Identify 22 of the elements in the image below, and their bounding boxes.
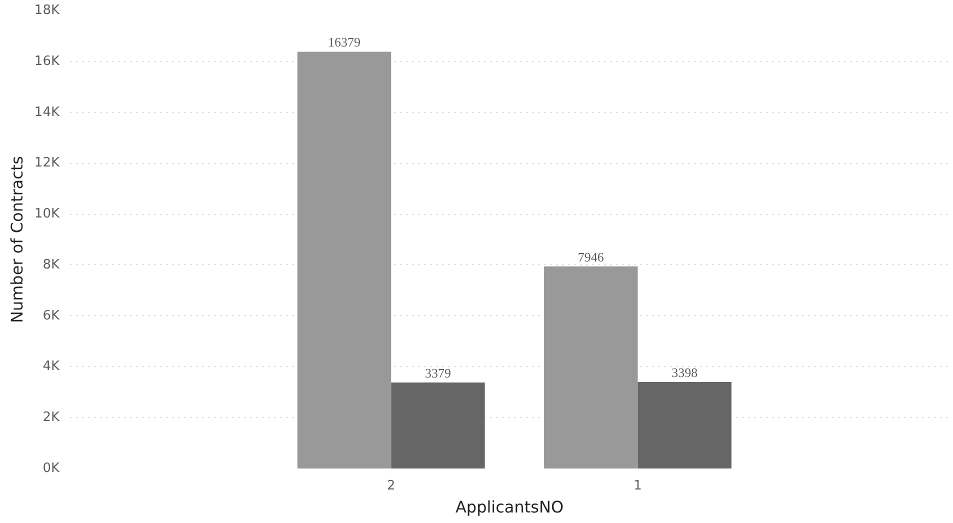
y-axis-title: Number of Contracts [7,156,26,324]
bar [638,382,732,468]
y-tick-label: 18K [34,3,60,18]
y-tick-label: 10K [34,206,60,222]
y-tick-label: 12K [34,156,60,171]
y-tick-label: 0K [42,461,60,476]
bar [391,382,485,468]
y-tick-label: 16K [34,54,60,69]
data-label: 7946 [578,249,604,264]
bar [544,266,638,468]
y-tick-label: 2K [42,410,60,426]
data-label: 3398 [672,365,698,380]
x-tick-label: 1 [634,478,642,494]
x-tick-label: 2 [386,478,396,494]
y-tick-label: 4K [42,359,60,374]
data-label: 3379 [424,366,451,381]
bar [297,52,392,468]
y-tick-label: 14K [34,104,60,120]
y-tick-label: 6K [42,308,60,324]
x-axis-title: ApplicantsNO [455,498,564,516]
data-label: 16379 [328,34,361,50]
y-tick-label: 8K [42,257,60,272]
